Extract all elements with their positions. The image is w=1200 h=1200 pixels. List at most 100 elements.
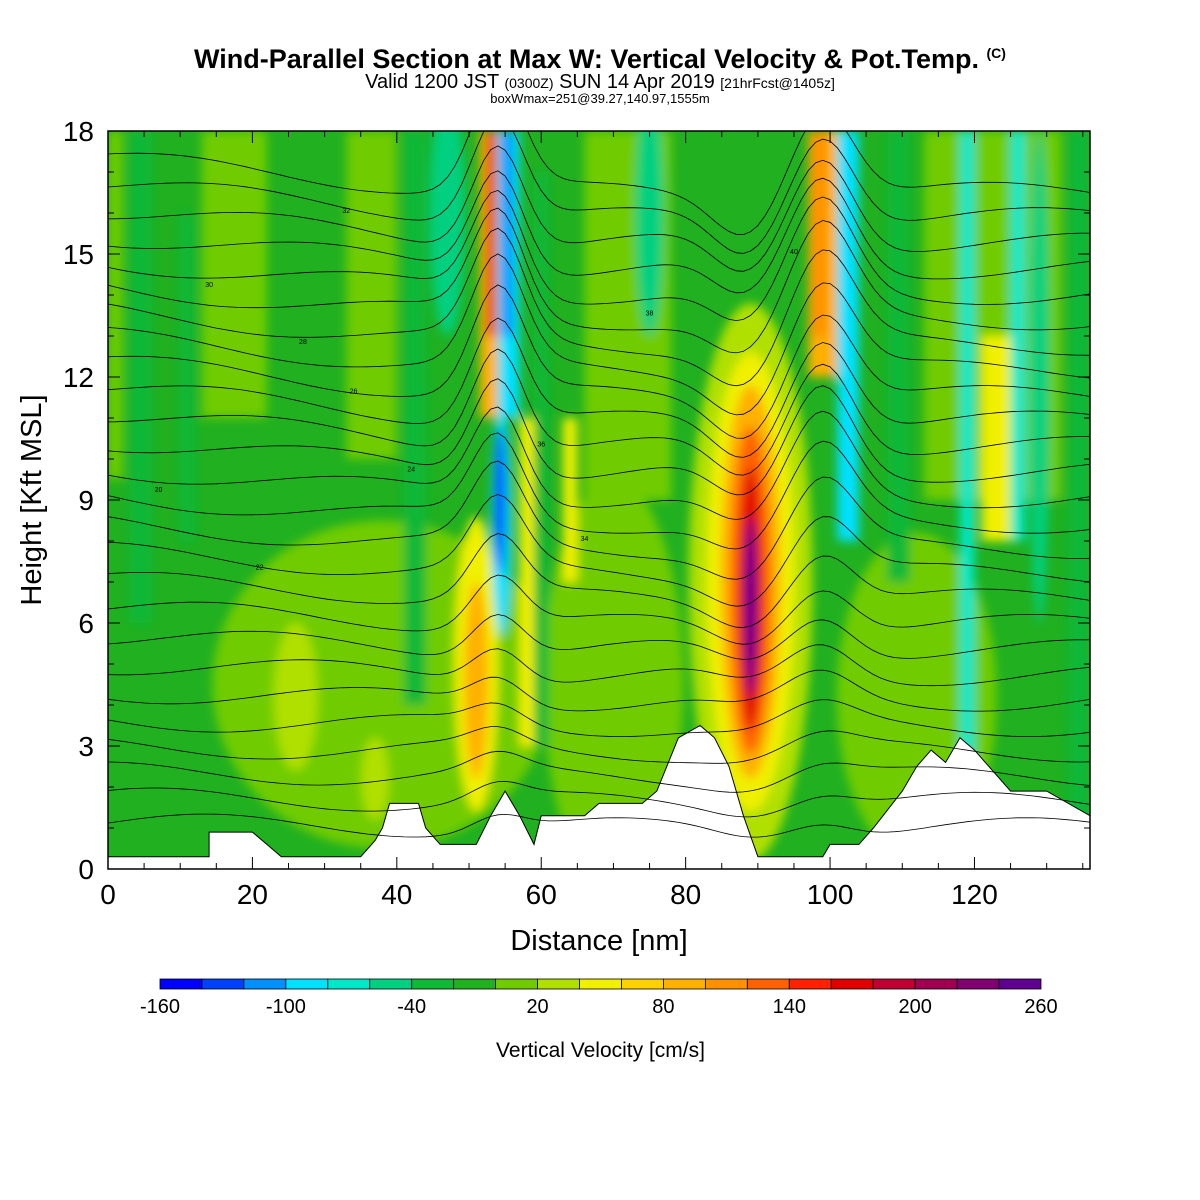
theta-contour-label: 36 — [537, 442, 545, 449]
band-east-b — [1068, 131, 1090, 828]
colorbar-swatch — [956, 978, 1000, 990]
valid-time: Valid 1200 JST — [365, 71, 499, 93]
colorbar-tick-label: 260 — [1024, 996, 1057, 1018]
terrain — [108, 724, 1090, 869]
colorbar-swatch — [914, 978, 958, 990]
theta-contour — [108, 669, 1090, 712]
theta-contour — [108, 813, 1090, 838]
downdraft-column-far-east — [960, 131, 975, 787]
x-tick-label: 100 — [807, 879, 854, 910]
band-teal-upper-a — [429, 131, 466, 336]
title-main: Wind-Parallel Section at Max W: Vertical… — [194, 44, 979, 74]
colorbar-swatch — [537, 978, 580, 990]
valid-date: SUN 14 Apr 2019 — [559, 71, 715, 93]
region-low-west-yellowgreen — [273, 623, 318, 771]
chart-subtitle: Valid 1200 JST (0300Z) SUN 14 Apr 2019 [… — [0, 72, 1200, 93]
x-axis-label: Distance [nm] — [510, 925, 687, 957]
colorbar-swatch — [830, 978, 874, 990]
theta-contour — [108, 494, 1090, 607]
band-east-a — [887, 131, 910, 582]
colorbar-swatch — [327, 978, 371, 990]
colorbar-tick-label: -40 — [397, 996, 426, 1018]
y-tick-label: 9 — [78, 485, 94, 516]
downdraft-upper-blue — [501, 131, 513, 336]
updraft-west-orange — [464, 582, 489, 779]
updraft-column-upper-core — [812, 131, 827, 336]
colorbar-tick-label: -160 — [140, 996, 180, 1018]
theta-contour — [108, 189, 1090, 322]
y-tick-label: 6 — [78, 608, 94, 639]
x-tick-label: 120 — [951, 879, 998, 910]
valid-utc: (0300Z) — [504, 75, 554, 91]
colorbar-swatch — [663, 978, 706, 990]
theta-contour-label: 24 — [407, 466, 415, 473]
y-tick-label: 3 — [78, 731, 94, 762]
theta-contour — [108, 460, 1090, 580]
x-tick-label: 60 — [526, 879, 557, 910]
theta-contour-label: 32 — [342, 208, 350, 215]
colorbar-swatch — [369, 978, 413, 990]
x-tick-label: 40 — [381, 879, 412, 910]
colorbar-tick-label: 200 — [898, 996, 931, 1018]
velocity-field — [108, 131, 1090, 869]
theta-contour — [108, 131, 1090, 236]
theta-contour — [108, 207, 1090, 354]
band-mid-b — [534, 172, 549, 746]
theta-contour-label: 38 — [646, 311, 654, 318]
axis-ticks — [107, 130, 1090, 870]
theta-contour — [108, 699, 1090, 738]
colorbar-label: Vertical Velocity [cm/s] — [496, 1039, 705, 1062]
theta-contour-label: 30 — [205, 282, 213, 289]
colorbar-tick-label: 140 — [773, 996, 806, 1018]
theta-contour — [108, 406, 1090, 520]
y-tick-label: 12 — [63, 362, 94, 393]
theta-contours: 20 22 24 26 28 30 32 34 36 38 40 — [108, 131, 1090, 838]
colorbar-tick-label: -100 — [266, 996, 306, 1018]
updraft-main-peak — [744, 516, 757, 697]
theta-contour — [108, 780, 1090, 818]
plot-area: 20 22 24 26 28 30 32 34 36 38 40 — [108, 131, 1090, 869]
theta-contour-label: 22 — [256, 565, 264, 572]
theta-contour-label: 40 — [790, 249, 798, 256]
colorbar-swatch — [746, 978, 790, 990]
updraft-column-b — [562, 418, 578, 582]
colorbar-swatch — [411, 978, 455, 990]
theta-contour — [108, 227, 1090, 387]
colorbar-swatch — [998, 978, 1042, 990]
theta-contour — [108, 614, 1090, 660]
x-tick-label: 80 — [670, 879, 701, 910]
theta-contour-label: 20 — [155, 487, 163, 494]
band-mid-a — [404, 131, 426, 705]
band-west-a — [129, 131, 152, 623]
theta-contour-label: 26 — [350, 388, 358, 395]
region-column-b — [346, 131, 397, 459]
theta-contour-label: 34 — [581, 536, 589, 543]
colorbar-tick-label: 20 — [526, 996, 548, 1018]
theta-contour — [108, 145, 1090, 272]
colorbar-tick-label: 80 — [652, 996, 674, 1018]
downdraft-column-far-east-b — [1010, 131, 1026, 541]
colorbar-swatch — [495, 978, 538, 990]
theta-contour — [108, 317, 1090, 458]
theta-contour — [108, 750, 1090, 793]
theta-contour — [108, 378, 1090, 496]
region-column-a — [201, 131, 267, 418]
colorbar: -160 -100 -40 20 80 140 200 260 Vertical Velocit… — [140, 978, 1058, 1062]
theta-contour — [108, 253, 1090, 416]
theta-contour — [108, 348, 1090, 476]
theta-contour — [108, 574, 1090, 645]
downdraft-core-blue — [495, 426, 506, 574]
region-lee-yellowgreen — [361, 737, 390, 820]
band-west-b — [180, 213, 195, 541]
colorbar-swatch — [788, 978, 832, 990]
region-low-mid — [543, 479, 684, 869]
box-info: boxWmax=251@39.27,140.97,1555m — [490, 91, 710, 106]
y-axis-label: Height [Kft MSL] — [16, 394, 48, 605]
theta-contour-label: 28 — [299, 339, 307, 346]
forecast-info: [21hrFcst@1405z] — [720, 75, 835, 91]
band-teal-upper-b — [635, 131, 664, 336]
theta-contour — [108, 284, 1090, 439]
colorbar-swatch — [579, 978, 622, 990]
downdraft-column-east — [837, 131, 859, 541]
